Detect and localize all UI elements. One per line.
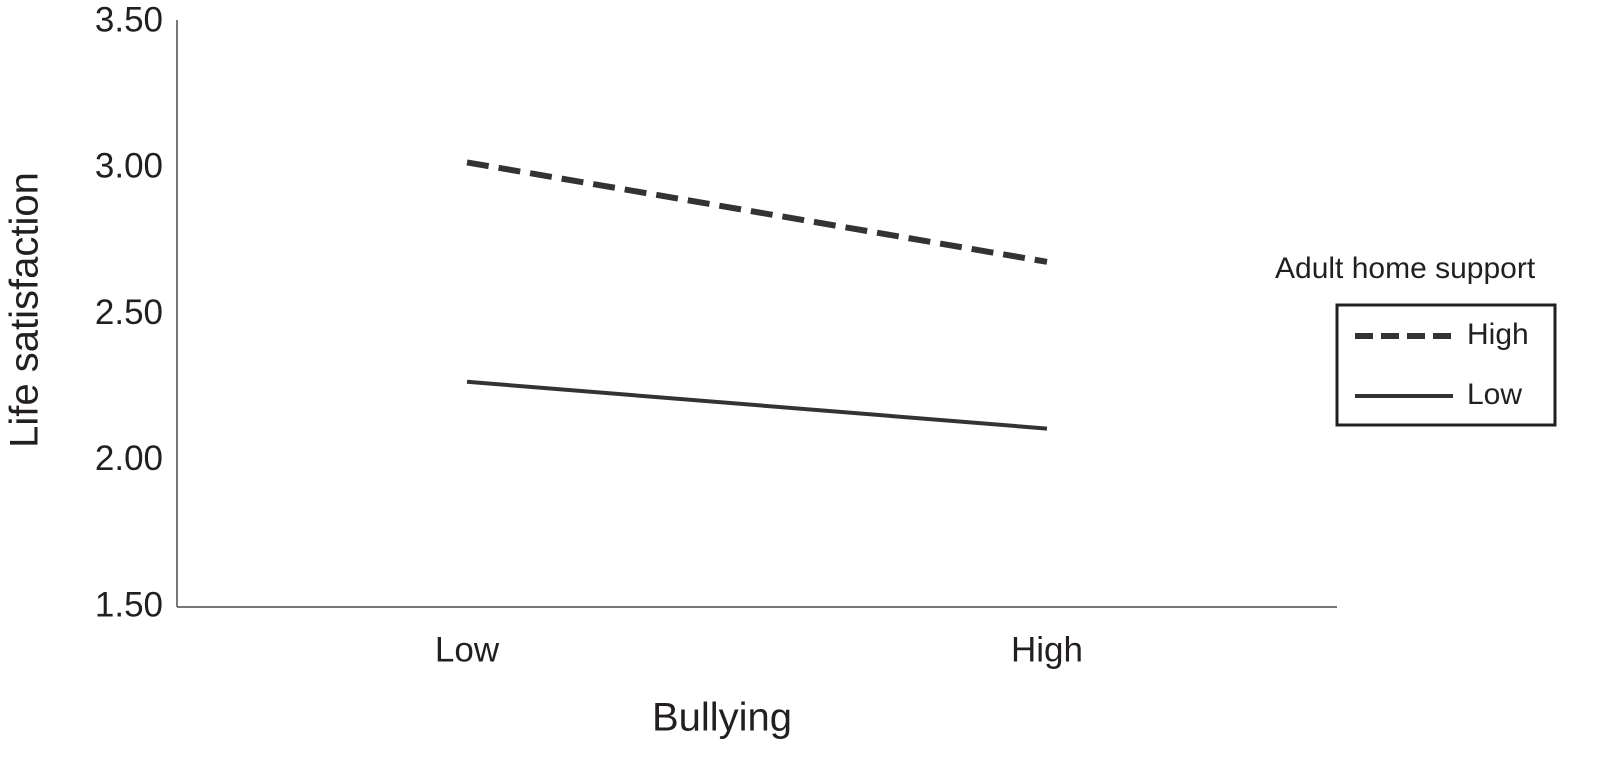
legend-label: High	[1467, 318, 1529, 351]
legend-box	[1335, 303, 1557, 427]
x-axis-title: Bullying	[652, 696, 792, 740]
series-line	[466, 159, 1048, 265]
y-tick-label: 3.00	[95, 147, 163, 186]
y-tick-label: 2.50	[95, 293, 163, 332]
x-tick-label: Low	[435, 630, 500, 669]
y-tick-label: 3.50	[95, 0, 163, 39]
y-tick-label: 1.50	[95, 585, 163, 624]
x-tick-label: High	[1011, 630, 1083, 669]
legend-label: Low	[1467, 378, 1522, 411]
y-tick-label: 2.00	[95, 439, 163, 478]
series-line	[466, 379, 1048, 431]
y-axis-title: Life satisfaction	[3, 172, 47, 448]
legend-title: Adult home support	[1275, 252, 1536, 285]
